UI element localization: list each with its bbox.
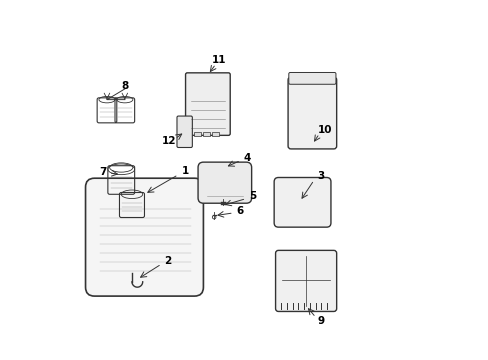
Text: 2: 2: [164, 256, 171, 266]
Text: 4: 4: [243, 153, 250, 163]
FancyBboxPatch shape: [212, 132, 218, 136]
FancyBboxPatch shape: [85, 178, 203, 296]
FancyBboxPatch shape: [177, 116, 192, 148]
Text: 1: 1: [182, 166, 189, 176]
Text: 7: 7: [99, 167, 106, 177]
FancyBboxPatch shape: [203, 132, 209, 136]
FancyBboxPatch shape: [288, 72, 335, 84]
FancyBboxPatch shape: [194, 132, 201, 136]
Text: 3: 3: [317, 171, 324, 181]
Text: 6: 6: [236, 206, 243, 216]
Text: 9: 9: [317, 316, 324, 326]
FancyBboxPatch shape: [185, 73, 230, 135]
FancyBboxPatch shape: [275, 250, 336, 311]
Text: 11: 11: [212, 55, 226, 65]
FancyBboxPatch shape: [274, 177, 330, 227]
Text: 12: 12: [161, 136, 176, 147]
FancyBboxPatch shape: [287, 77, 336, 149]
Text: 8: 8: [121, 81, 128, 91]
Text: 10: 10: [317, 125, 331, 135]
Text: 5: 5: [248, 192, 255, 202]
FancyBboxPatch shape: [198, 162, 251, 203]
